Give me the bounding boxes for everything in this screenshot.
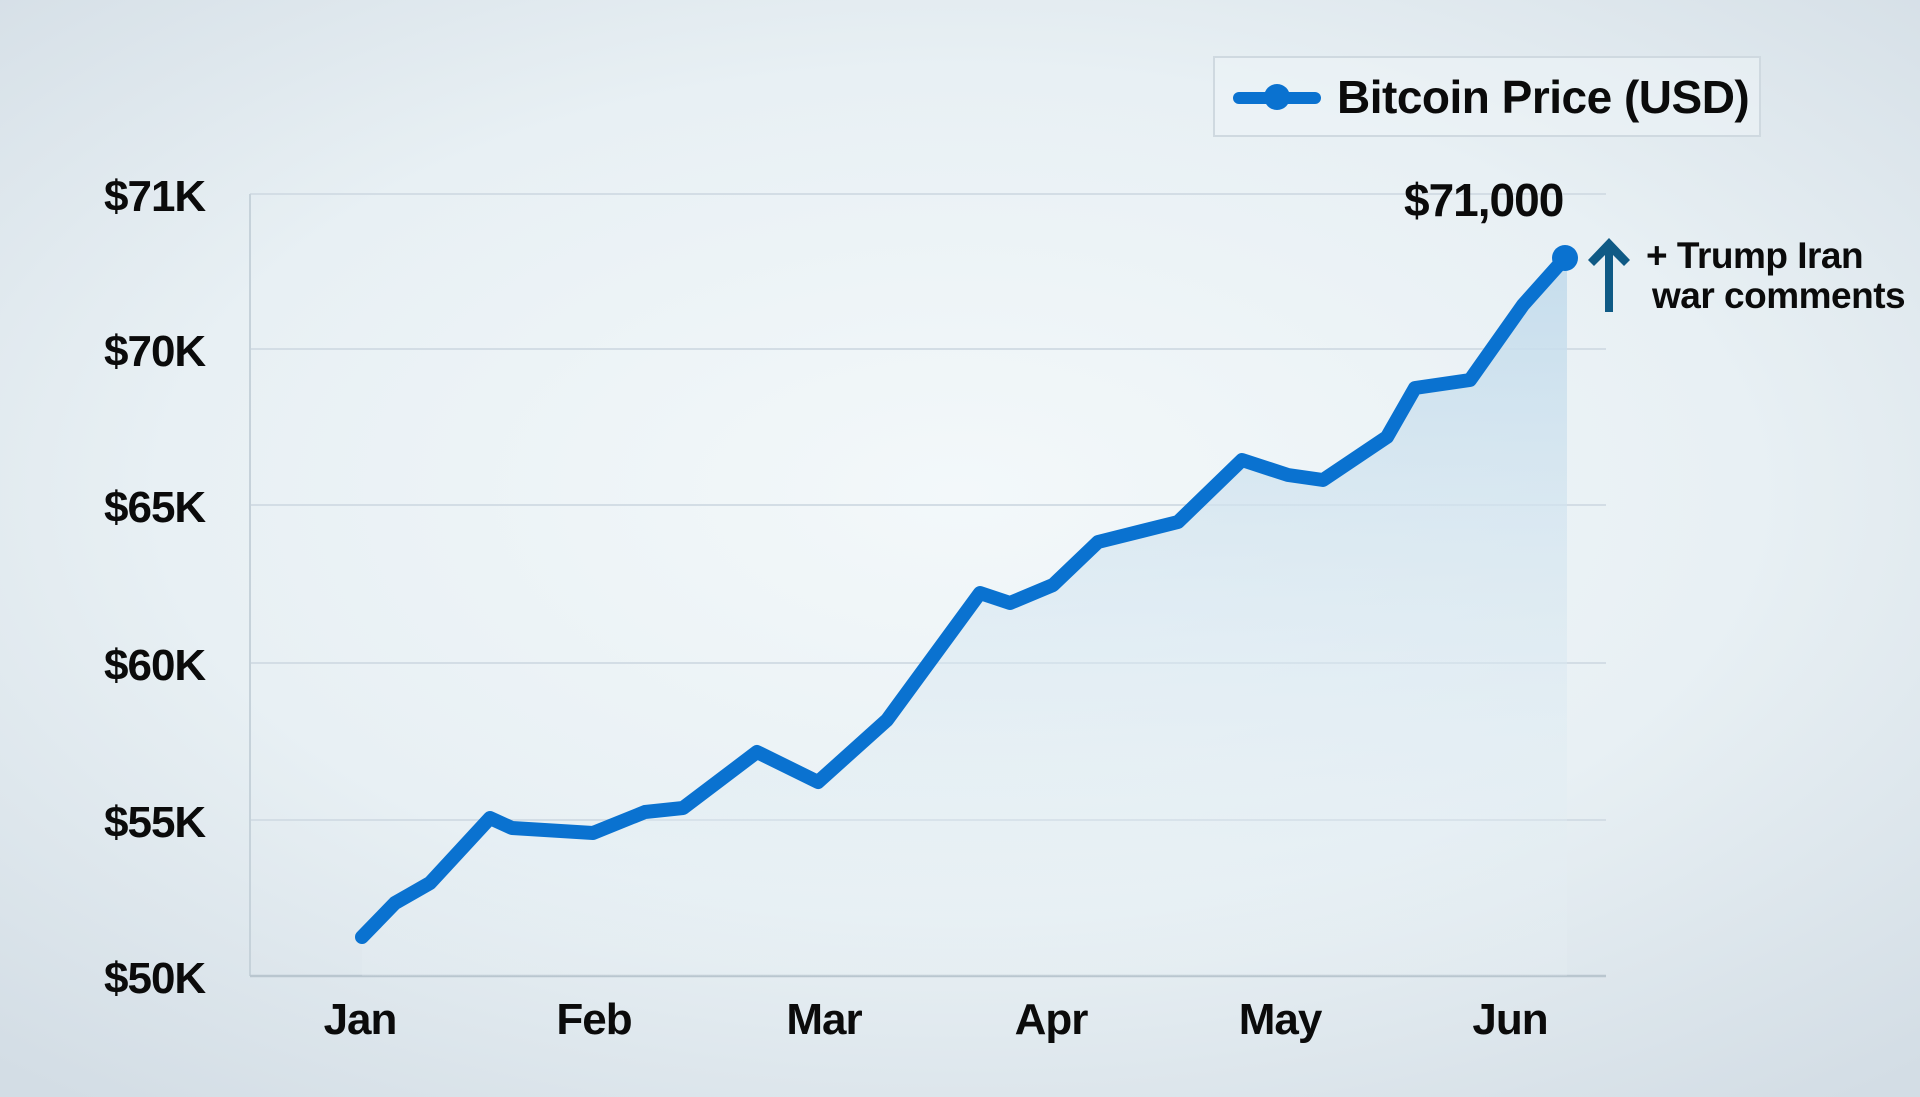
- annotation-line-2: war comments: [1652, 275, 1906, 316]
- y-tick-70k: $70K: [104, 327, 206, 376]
- x-tick-may: May: [1238, 995, 1323, 1044]
- y-tick-55k: $55K: [104, 798, 206, 847]
- legend-label: Bitcoin Price (USD): [1337, 71, 1750, 123]
- legend-line-marker-icon: [1233, 84, 1321, 110]
- peak-point-marker: [1552, 245, 1578, 271]
- up-arrow-icon: [1588, 238, 1630, 312]
- x-tick-feb: Feb: [556, 995, 632, 1044]
- x-tick-apr: Apr: [1014, 995, 1089, 1044]
- y-tick-60k: $60K: [104, 641, 206, 690]
- peak-value-label: $71,000: [1404, 174, 1564, 226]
- chart-legend: Bitcoin Price (USD): [1213, 56, 1761, 137]
- price-line: [355, 251, 1572, 944]
- x-tick-mar: Mar: [786, 995, 862, 1044]
- event-annotation: + Trump Iran war comments: [1646, 235, 1906, 316]
- annotation-line-1: + Trump Iran: [1646, 235, 1864, 276]
- y-tick-71k: $71K: [104, 172, 206, 221]
- y-tick-50k: $50K: [104, 954, 206, 1003]
- x-tick-jun: Jun: [1472, 995, 1548, 1044]
- y-tick-65k: $65K: [104, 483, 206, 532]
- x-tick-jan: Jan: [323, 995, 398, 1044]
